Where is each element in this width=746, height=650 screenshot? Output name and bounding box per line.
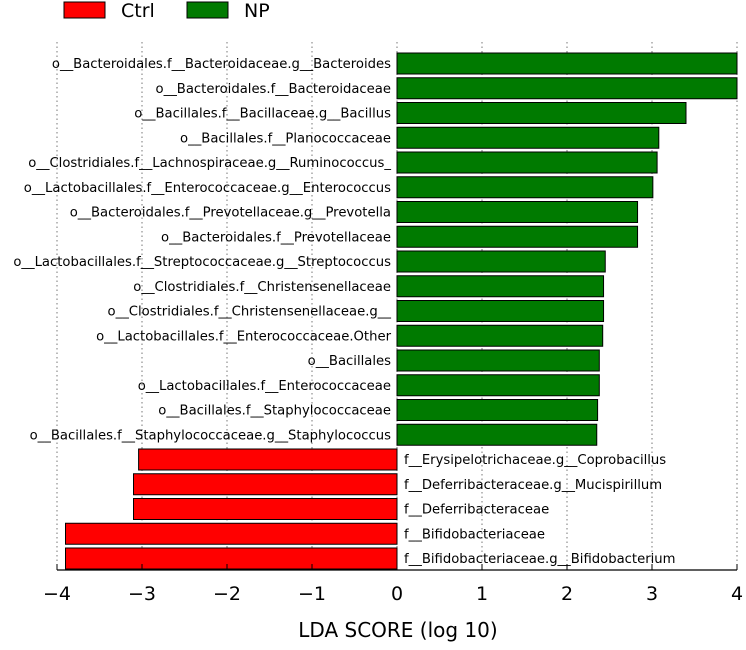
x-tick-label: −3 [128, 583, 156, 605]
bar-ctrl [65, 522, 398, 545]
feature-label: o__Lactobacillales.f__Enterococcaceae.g_… [24, 181, 391, 196]
bar-np [396, 52, 738, 75]
feature-label: o__Bacteroidales.f__Prevotellaceae.g__Pr… [70, 206, 391, 221]
bar-np [396, 176, 654, 199]
bar-np [396, 399, 599, 421]
feature-label: o__Bacillales.f__Planococcaceae [180, 131, 391, 146]
feature-label: o__Bacillales.f__Bacillaceae.g__Bacillus [134, 107, 391, 122]
bar-np [396, 102, 687, 124]
feature-label: o__Lactobacillales.f__Streptococcaceae.g… [13, 255, 391, 270]
bar-np [396, 201, 639, 223]
bar-ctrl [138, 448, 398, 471]
feature-label: f__Deferribacteraceae [404, 503, 549, 518]
bars [65, 52, 738, 570]
x-axis-title: LDA SCORE (log 10) [298, 618, 497, 642]
legend-swatch-ctrl [63, 1, 106, 19]
feature-label: o__Clostridiales.f__Christensenellaceae [133, 280, 391, 295]
feature-label: o__Lactobacillales.f__Enterococcaceae [138, 379, 391, 394]
x-tick-label: 2 [561, 583, 573, 605]
feature-label: o__Bacillales [308, 354, 391, 369]
bar-np [396, 423, 598, 446]
bar-np [396, 126, 660, 149]
feature-label: o__Bacteroidales.f__Prevotellaceae [161, 230, 391, 245]
bar-ctrl [133, 498, 398, 520]
feature-label: o__Bacillales.f__Staphylococcaceae [158, 404, 391, 419]
x-axis: −4 −3 −2 −1 0 1 2 3 4 [43, 564, 743, 605]
bar-np [396, 349, 600, 372]
legend-label-np: NP [244, 0, 270, 22]
legend-swatch-np [186, 1, 229, 19]
x-tick-label: 4 [731, 583, 743, 605]
bar-np [396, 324, 604, 347]
bar-np [396, 225, 639, 248]
feature-label: o__Clostridiales.f__Lachnospiraceae.g__R… [28, 156, 391, 171]
x-tick-label: −2 [213, 583, 241, 605]
feature-label: o__Lactobacillales.f__Enterococcaceae.Ot… [96, 329, 391, 344]
feature-label: f__Erysipelotrichaceae.g__Coprobacillus [404, 453, 666, 468]
feature-label: o__Bacillales.f__Staphylococcaceae.g__St… [30, 428, 392, 443]
x-tick-label: 3 [646, 583, 658, 605]
x-tick-label: −1 [298, 583, 326, 605]
feature-label: f__Bifidobacteriaceae [404, 527, 545, 542]
feature-label: o__Clostridiales.f__Christensenellaceae.… [108, 305, 392, 320]
bar-ctrl [133, 473, 398, 496]
feature-label: o__Bacteroidales.f__Bacteroidaceae [156, 82, 391, 97]
bar-ctrl [65, 547, 398, 570]
bar-labels: o__Bacteroidales.f__Bacteroidaceae.g__Ba… [13, 57, 675, 567]
legend: Ctrl NP [63, 0, 270, 22]
bar-np [396, 250, 606, 273]
feature-label: f__Deferribacteraceae.g__Mucispirillum [404, 478, 662, 493]
x-tick-label: −4 [43, 583, 71, 605]
feature-label: f__Bifidobacteriaceae.g__Bifidobacterium [404, 552, 675, 567]
bar-np [396, 275, 605, 298]
bar-np [396, 151, 658, 174]
bar-np [396, 77, 738, 100]
bar-np [396, 374, 600, 397]
feature-label: o__Bacteroidales.f__Bacteroidaceae.g__Ba… [52, 57, 391, 72]
x-tick-label: 0 [391, 583, 403, 605]
x-tick-label: 1 [476, 583, 488, 605]
legend-label-ctrl: Ctrl [121, 0, 155, 22]
bar-np [396, 300, 605, 322]
